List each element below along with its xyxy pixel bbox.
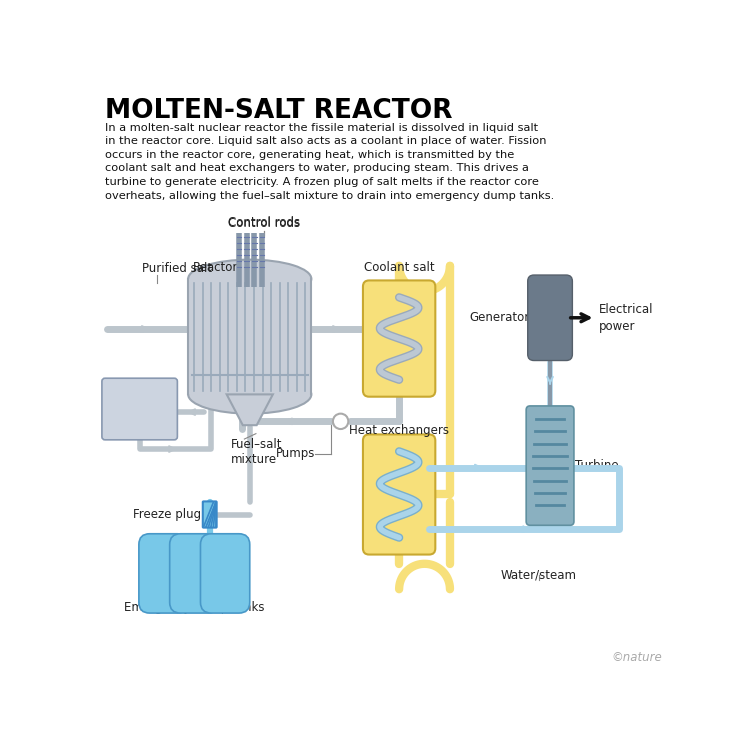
Text: In a molten-salt nuclear reactor the fissile material is dissolved in liquid sal: In a molten-salt nuclear reactor the fis… [105,123,554,201]
Text: Coolant salt: Coolant salt [363,260,434,274]
FancyBboxPatch shape [201,534,250,613]
Text: Pumps: Pumps [276,447,315,460]
FancyBboxPatch shape [528,275,572,360]
Text: Purified salt: Purified salt [142,262,212,275]
Text: Turbine: Turbine [575,459,618,472]
Text: Emergency dump tanks: Emergency dump tanks [124,601,264,614]
Text: Fuel–salt
mixture: Fuel–salt mixture [231,438,282,466]
Text: Freeze plug: Freeze plug [133,508,201,521]
Text: Chemical
processing
plant: Chemical processing plant [110,391,170,427]
Text: Heat exchangers: Heat exchangers [349,423,449,437]
Text: ©nature: ©nature [611,651,662,664]
Text: Water/steam: Water/steam [500,569,577,581]
Bar [189,279,312,394]
FancyBboxPatch shape [170,534,219,613]
Ellipse shape [189,259,312,298]
Bar [547,354,553,406]
FancyBboxPatch shape [102,378,177,440]
Polygon shape [227,394,273,425]
Circle shape [333,414,348,429]
Text: Generator: Generator [470,311,530,324]
Text: Reactor: Reactor [192,260,238,274]
FancyBboxPatch shape [363,435,436,554]
Text: Electrical
power: Electrical power [599,303,653,333]
Text: MOLTEN-SALT REACTOR: MOLTEN-SALT REACTOR [105,98,453,124]
Text: Control rods: Control rods [228,216,300,229]
Text: Control rods: Control rods [228,217,300,229]
FancyBboxPatch shape [363,280,436,397]
FancyBboxPatch shape [139,534,189,613]
FancyBboxPatch shape [526,406,574,526]
FancyBboxPatch shape [203,502,216,528]
Ellipse shape [189,375,312,414]
